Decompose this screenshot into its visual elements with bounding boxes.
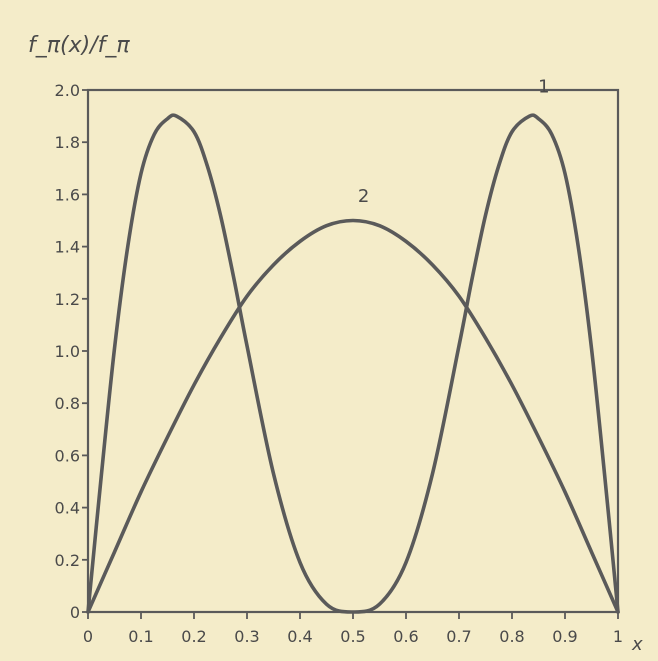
x-tick-label: 0.7 (446, 627, 471, 646)
x-tick-label: 0 (83, 627, 93, 646)
ticks-layer: 0 0.1 0.2 0.3 0.4 0.5 0.6 0.7 0.8 0.9 1 0 0.2 0.4 0.6 0… (55, 81, 624, 646)
y-tick-label: 0.4 (55, 499, 80, 518)
y-tick-label: 0.6 (55, 446, 80, 465)
y-tick-label: 2.0 (55, 81, 80, 100)
y-axis-label: f_π(x)/f_π (28, 33, 130, 58)
series-line-1 (86, 113, 620, 614)
x-axis-label: x (631, 634, 643, 655)
y-tick-label: 1.6 (55, 185, 80, 204)
x-tick-label: 0.5 (340, 627, 365, 646)
y-tick-label: 1.0 (55, 342, 80, 361)
y-tick-label: 1.2 (55, 290, 80, 309)
y-tick-label: 0.8 (55, 394, 80, 413)
series-label-2: 2 (358, 186, 369, 207)
x-tick-label: 0.1 (128, 627, 153, 646)
x-tick-label: 0.3 (234, 627, 259, 646)
x-tick-label: 0.6 (393, 627, 418, 646)
series-line-2 (86, 218, 620, 614)
x-tick-label: 0.9 (552, 627, 577, 646)
x-tick-label: 0.8 (499, 627, 524, 646)
series-label-1: 1 (538, 77, 549, 98)
x-tick-label: 0.2 (181, 627, 206, 646)
y-tick-label: 1.8 (55, 133, 80, 152)
series-layer: 12 (86, 77, 620, 614)
x-tick-label: 1 (613, 627, 623, 646)
x-tick-label: 0.4 (287, 627, 312, 646)
labels-layer: f_π(x)/f_π x (28, 33, 643, 655)
y-tick-label: 0.2 (55, 551, 80, 570)
y-tick-label: 1.4 (55, 238, 80, 257)
y-tick-label: 0 (70, 603, 80, 622)
